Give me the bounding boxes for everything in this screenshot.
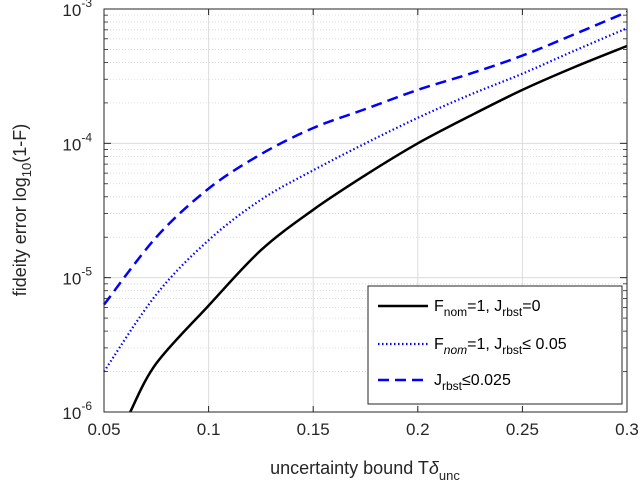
y-axis-label-tail: (1-F) (10, 124, 30, 163)
legend-label-part: =1, J (467, 298, 502, 315)
series-line-2 (103, 27, 628, 373)
x-tick-label: 0.3 (615, 420, 639, 439)
series-layer (103, 10, 628, 413)
y-tick-label: 10-3 (62, 0, 92, 20)
legend-label-part: nom (444, 305, 467, 319)
y-axis-label: fideity error log10(1-F) (10, 124, 34, 297)
y-tick-exponent: -6 (81, 399, 92, 413)
legend-label-1: Fnom=1, Jrbst=0 (434, 298, 541, 319)
legend-label-part: ≤0.025 (462, 372, 511, 389)
axis-ticks (103, 8, 628, 413)
x-tick-label: 0.05 (87, 420, 120, 439)
y-tick-label: 10-5 (62, 265, 92, 289)
legend-label-3: Jrbst≤0.025 (434, 372, 511, 393)
y-tick-exponent: -3 (81, 0, 92, 10)
y-tick-exponent: -5 (81, 265, 92, 279)
plot-frame (103, 8, 628, 413)
series-line-3 (103, 10, 628, 306)
legend-label-part: F (434, 336, 444, 353)
y-tick-label: 10-6 (62, 399, 92, 423)
legend-label-part: nom (444, 343, 467, 357)
y-tick-base: 10 (62, 1, 81, 20)
y-tick-label: 10-4 (62, 130, 92, 154)
x-tick-labels: 0.05 0.1 0.15 0.2 0.25 0.3 (87, 420, 638, 439)
legend-label-part: rbst (502, 343, 523, 357)
y-axis-label-main: fideity error log (10, 177, 30, 296)
y-tick-base: 10 (62, 270, 81, 289)
legend-label-part: ≤ 0.05 (522, 336, 566, 353)
y-axis-label-sub: 10 (19, 163, 34, 177)
y-tick-base: 10 (62, 135, 81, 154)
legend-label-2: Fnom=1, Jrbst≤ 0.05 (434, 336, 567, 357)
x-axis-label-sub: unc (439, 468, 460, 483)
x-axis-label-main: uncertainty bound T (270, 458, 429, 478)
legend-label-part: rbst (502, 305, 523, 319)
x-tick-label: 0.15 (297, 420, 330, 439)
legend-label-part: J (434, 372, 442, 389)
x-axis-label-greek: δ (429, 458, 440, 478)
x-tick-label: 0.2 (406, 420, 430, 439)
x-tick-label: 0.1 (197, 420, 221, 439)
y-tick-labels: 10-610-510-410-3 (62, 0, 92, 423)
x-axis-label: uncertainty bound Tδunc (270, 458, 460, 483)
legend-label-part: =0 (522, 298, 540, 315)
series-line-1 (129, 44, 628, 413)
y-tick-base: 10 (62, 404, 81, 423)
legend-label-part: =1, J (467, 336, 502, 353)
y-tick-exponent: -4 (81, 130, 92, 144)
legend-label-part: F (434, 298, 444, 315)
x-tick-label: 0.25 (506, 420, 539, 439)
legend-label-part: rbst (442, 379, 463, 393)
